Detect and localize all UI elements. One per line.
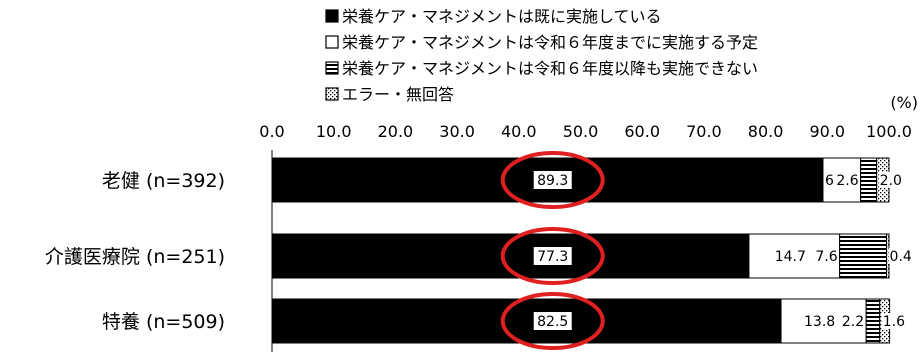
legend-swatch bbox=[325, 61, 339, 75]
bar-value-label: 89.3 bbox=[537, 173, 568, 189]
value-label-background bbox=[533, 312, 572, 330]
bar-value-label: 0.4 bbox=[890, 249, 912, 265]
bar-value-label: 77.3 bbox=[537, 249, 568, 265]
bar-segment bbox=[865, 298, 881, 344]
category-label: 老健 (n=392) bbox=[102, 170, 225, 192]
highlight-ellipse bbox=[500, 151, 605, 209]
legend-label: 栄養ケア・マネジメントは令和６年度までに実施する予定 bbox=[342, 33, 758, 52]
bar-value-label: 14.7 bbox=[775, 249, 806, 265]
x-tick-label: 60.0 bbox=[624, 122, 660, 141]
value-label-background bbox=[881, 313, 907, 329]
bar-value-label: 82.5 bbox=[537, 314, 568, 330]
bar-segment bbox=[839, 233, 888, 279]
highlight-ellipses bbox=[500, 151, 605, 350]
value-label-background bbox=[878, 172, 904, 188]
category-labels: 老健 (n=392) 介護医療院 (n=251) 特養 (n=509) bbox=[45, 170, 225, 333]
bar-segment bbox=[860, 157, 878, 203]
value-label-background bbox=[840, 313, 866, 329]
bar-value-label: 7.6 bbox=[815, 249, 837, 265]
legend-item: 栄養ケア・マネジメントは令和６年度以降も実施できない bbox=[325, 59, 758, 78]
x-tick-label: 10.0 bbox=[316, 122, 352, 141]
x-tick-label: 40.0 bbox=[501, 122, 537, 141]
bar-segment bbox=[271, 298, 782, 344]
chart-legend: 栄養ケア・マネジメントは既に実施している栄養ケア・マネジメントは令和６年度までに… bbox=[325, 7, 758, 104]
legend-label: 栄養ケア・マネジメントは既に実施している bbox=[342, 7, 662, 26]
x-tick-label: 30.0 bbox=[439, 122, 475, 141]
bar-value-label: 1.6 bbox=[883, 314, 905, 330]
unit-label: (%) bbox=[890, 93, 918, 112]
x-tick-label: 90.0 bbox=[809, 122, 845, 141]
value-label-background bbox=[834, 172, 860, 188]
value-label-background bbox=[813, 248, 839, 264]
legend-item: 栄養ケア・マネジメントは令和６年度までに実施する予定 bbox=[325, 33, 758, 52]
legend-item: エラー・無回答 bbox=[325, 85, 454, 104]
value-label-background bbox=[533, 247, 572, 265]
x-tick-label: 20.0 bbox=[378, 122, 414, 141]
bar-value-labels: 89.36.12.62.077.314.77.60.482.513.82.21.… bbox=[533, 171, 914, 330]
x-tick-label: 80.0 bbox=[748, 122, 784, 141]
bar-value-label: 2.2 bbox=[842, 314, 864, 330]
legend-label: 栄養ケア・マネジメントは令和６年度以降も実施できない bbox=[342, 59, 758, 78]
highlight-ellipse bbox=[500, 292, 605, 350]
x-tick-label: 70.0 bbox=[686, 122, 722, 141]
bar-value-label: 13.8 bbox=[804, 314, 835, 330]
bar-value-label: 2.6 bbox=[836, 173, 858, 189]
value-label-background bbox=[533, 171, 572, 189]
value-label-background bbox=[888, 248, 914, 264]
legend-swatch bbox=[325, 87, 339, 101]
category-label: 特養 (n=509) bbox=[102, 311, 225, 333]
bar-value-label: 2.0 bbox=[880, 173, 902, 189]
legend-label: エラー・無回答 bbox=[342, 85, 454, 104]
x-axis-tick-labels: 0.0 10.0 20.0 30.0 40.0 50.0 60.0 70.0 80.0 90.0 1… bbox=[259, 122, 912, 141]
highlight-ellipse bbox=[500, 227, 605, 285]
legend-swatch bbox=[325, 35, 339, 49]
x-tick-label: 50.0 bbox=[563, 122, 599, 141]
category-label: 介護医療院 (n=251) bbox=[45, 246, 225, 268]
x-tick-label: 0.0 bbox=[259, 122, 284, 141]
legend-item: 栄養ケア・マネジメントは既に実施している bbox=[325, 7, 662, 26]
legend-swatch bbox=[325, 9, 339, 23]
x-tick-label: 100.0 bbox=[866, 122, 912, 141]
